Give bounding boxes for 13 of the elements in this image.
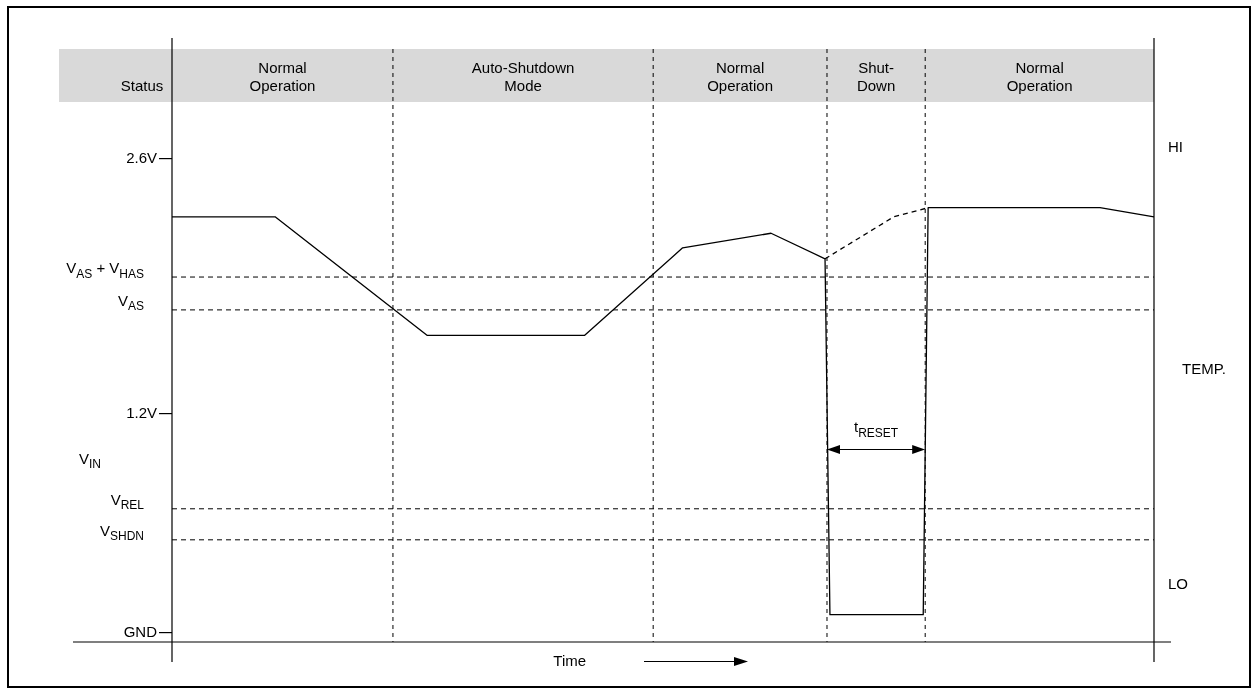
annotation: Normal Operation xyxy=(1006,59,1073,95)
text: HI xyxy=(1168,138,1183,156)
y-tick-label: 1.2V xyxy=(126,404,157,422)
x-axis-title: Time xyxy=(553,652,587,670)
y-tick-label: GND xyxy=(123,623,158,641)
y-tick-label: 2.6V xyxy=(126,148,157,166)
text: LO xyxy=(1168,575,1189,593)
annotation: Shut- Down xyxy=(856,59,896,95)
annotation: Auto-Shutdown Mode xyxy=(471,59,575,95)
y2-axis-title: TEMP. xyxy=(1182,360,1226,378)
annotation: Normal Operation xyxy=(249,59,316,95)
text: Status xyxy=(120,77,164,95)
annotation: Normal Operation xyxy=(707,59,774,95)
